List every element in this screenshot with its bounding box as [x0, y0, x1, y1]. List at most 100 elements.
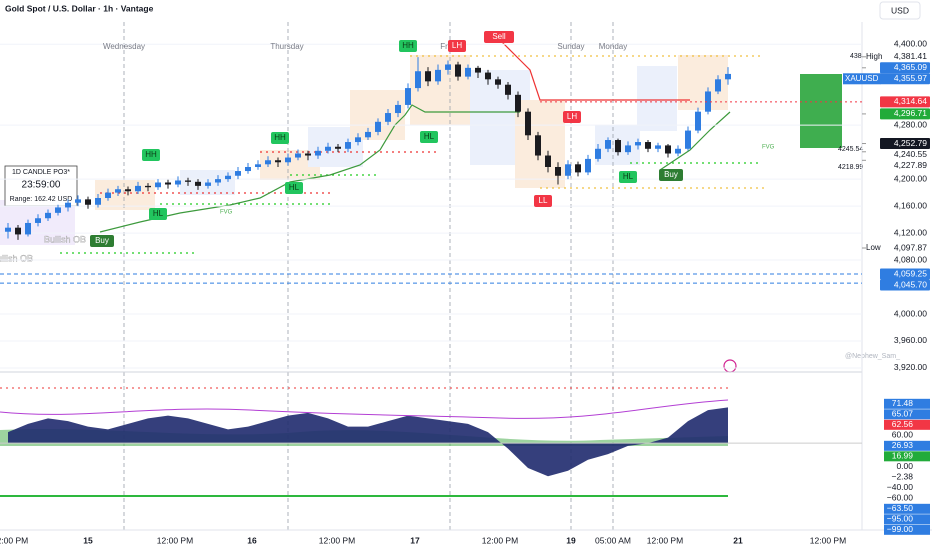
signal-label: LH [452, 41, 462, 50]
candle-body [215, 179, 221, 183]
session-box [637, 66, 677, 131]
x-tick-label: 12:00 PM [157, 535, 193, 545]
candle-body [625, 145, 631, 153]
candle-body [635, 142, 641, 146]
x-tick-label: 12:00 PM [319, 535, 355, 545]
candle-body [435, 69, 441, 82]
candle-body [685, 130, 691, 149]
zone-label: Bullish OB [44, 234, 86, 244]
candle-body [85, 199, 91, 205]
price-marker-label: 4,252.79 [894, 138, 927, 148]
candle-body [155, 182, 161, 188]
signal-label: HH [145, 150, 157, 159]
osc-label: 65.07 [892, 409, 914, 419]
osc-label: 71.48 [892, 398, 914, 408]
day-label: Fr [440, 42, 448, 51]
day-label: Thursday [270, 42, 303, 51]
candle-body [465, 67, 471, 77]
signal-badge [619, 171, 637, 183]
signal-badge [563, 111, 581, 123]
signal-label: HL [289, 183, 300, 192]
fvg-label: FVG [220, 210, 233, 216]
trend-line [99, 104, 520, 233]
candle-body [495, 79, 501, 85]
price-marker-label: 4,296.71 [894, 108, 927, 118]
candle-body [5, 227, 11, 232]
candle-body [575, 164, 581, 173]
osc-marker [884, 514, 930, 525]
x-tick-label: 12:00 PM [0, 535, 28, 545]
candle-body [555, 166, 561, 176]
day-label: Sunday [557, 42, 584, 51]
candle-body [545, 155, 551, 167]
candle-body [235, 171, 241, 176]
candle-body [75, 199, 81, 203]
po3-timer: 23:59:00 [22, 180, 61, 191]
y-tick-label: 4,120.00 [894, 227, 927, 237]
candle-body [705, 91, 711, 112]
price-tag: XAUUSD [845, 74, 879, 83]
y-tick-label: 4,000.00 [894, 308, 927, 318]
candle-body [205, 182, 211, 186]
candle-body [125, 189, 131, 192]
candle-body [365, 131, 371, 138]
price-marker-label: 4,097.87 [894, 242, 927, 252]
price-marker-label: 4,240.55 [894, 149, 927, 159]
currency-button-label[interactable]: USD [891, 5, 909, 15]
price-marker [880, 279, 930, 291]
price-marker-label: 4,365.09 [894, 62, 927, 72]
candle-body [475, 67, 481, 73]
price-marker-label: 4,045.70 [894, 279, 927, 289]
candle-body [325, 146, 331, 151]
signal-badge [420, 131, 438, 143]
candle-body [55, 207, 61, 213]
signal-label: HH [402, 41, 414, 50]
osc-marker [884, 482, 930, 493]
signal-label: HH [274, 133, 286, 142]
x-tick-label: 05:00 AM [595, 535, 631, 545]
signal-badge [285, 182, 303, 194]
signal-badge [534, 195, 552, 207]
x-tick-label: 17 [410, 535, 420, 545]
price-tag: Low [866, 243, 881, 252]
position-box [800, 74, 842, 148]
candle-body [245, 166, 251, 172]
candle-body [405, 88, 411, 105]
fvg-label: FVG [762, 145, 775, 151]
candle-body [445, 64, 451, 70]
osc-marker [884, 503, 930, 514]
price-marker-label: 4,227.89 [894, 160, 927, 170]
candle-body [355, 137, 361, 143]
price-marker [880, 268, 930, 280]
candle-body [275, 160, 281, 163]
candle-body [115, 189, 121, 193]
signal-badge [149, 208, 167, 220]
po3-title: 1D CANDLE PO3* [12, 169, 70, 176]
y-tick-label: 3,960.00 [894, 335, 927, 345]
price-marker-label: 4,314.64 [894, 96, 927, 106]
x-tick-label: 16 [247, 535, 257, 545]
osc-label: −63.50 [887, 503, 914, 513]
price-marker [880, 62, 930, 74]
currency-button[interactable] [879, 1, 921, 20]
osc-area [8, 407, 728, 477]
candle-body [95, 198, 101, 205]
candle-body [725, 73, 731, 80]
signal-badge [448, 40, 466, 52]
x-tick-label: 19 [566, 535, 576, 545]
x-tick-label: 15 [83, 535, 93, 545]
symbol-title: Gold Spot / U.S. Dollar · 1h · Vantage [5, 3, 154, 13]
osc-label: 62.56 [892, 419, 914, 429]
candle-body [185, 180, 191, 182]
signal-label: LH [567, 112, 577, 121]
price-marker-label: 4,355.97 [894, 73, 927, 83]
price-marker [880, 160, 930, 172]
candle-body [25, 222, 31, 235]
osc-label: 60.00 [892, 430, 914, 440]
osc-label: 26.93 [892, 440, 914, 450]
candle-body [105, 192, 111, 199]
price-marker [880, 108, 930, 120]
candle-body [285, 157, 291, 163]
candle-body [255, 164, 261, 167]
